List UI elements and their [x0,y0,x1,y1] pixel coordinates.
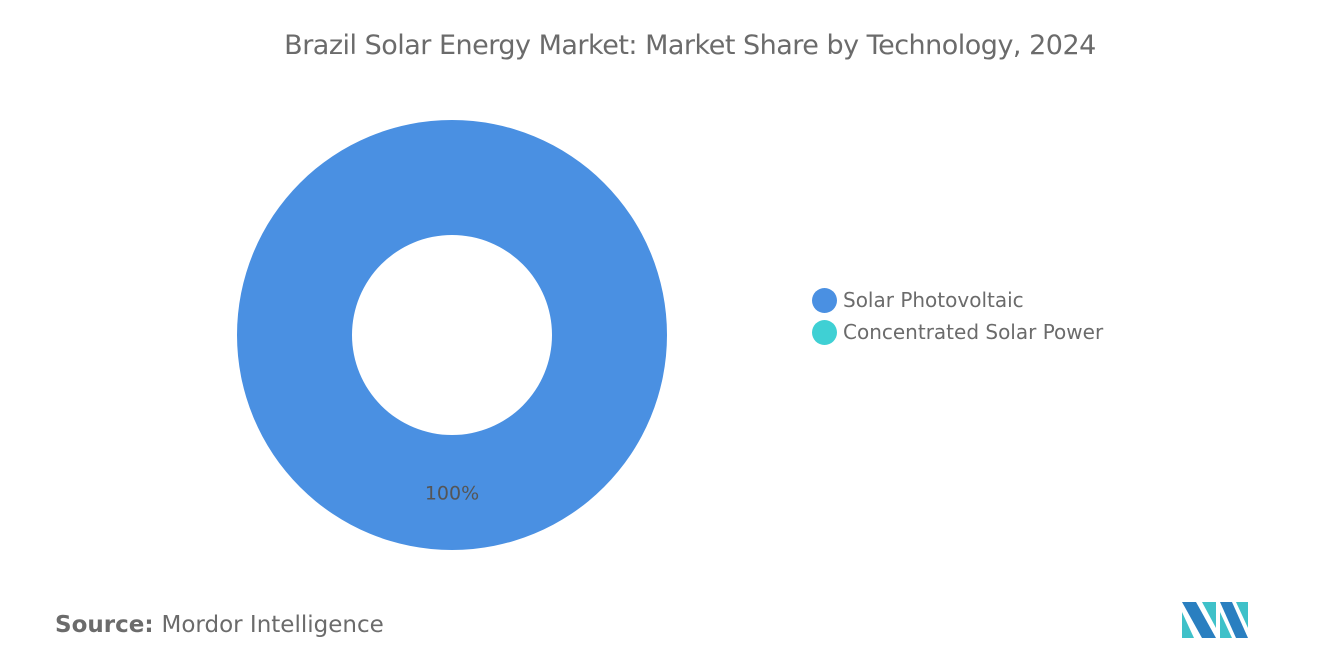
mordor-intelligence-logo [1182,602,1248,638]
chart-title: Brazil Solar Energy Market: Market Share… [284,30,1096,61]
source-label: Source: [55,612,154,638]
legend-label: Concentrated Solar Power [843,320,1104,344]
data-label: 100% [425,483,479,505]
legend-item-solar-photovoltaic[interactable]: Solar Photovoltaic [812,284,1103,316]
legend: Solar Photovoltaic Concentrated Solar Po… [812,284,1103,348]
donut-slice-solar-photovoltaic[interactable] [237,120,667,550]
source-value: Mordor Intelligence [161,612,384,638]
legend-swatch [812,287,837,313]
legend-label: Solar Photovoltaic [843,288,1024,312]
source-note: Source: Mordor Intelligence [55,612,384,638]
legend-item-concentrated-solar-power[interactable]: Concentrated Solar Power [812,316,1103,348]
legend-swatch [812,319,837,345]
